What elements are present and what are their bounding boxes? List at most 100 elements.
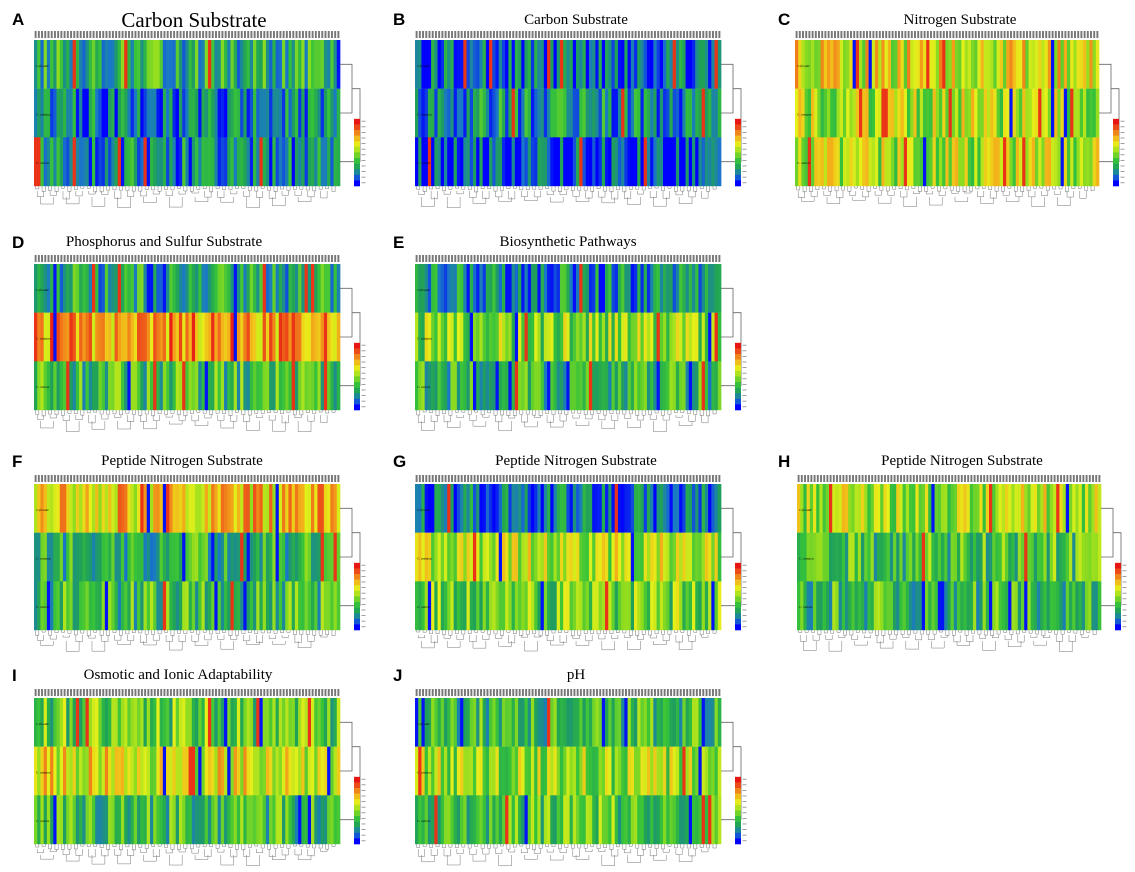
heatmap-cell [714,484,719,533]
column-label [492,475,495,482]
heatmap-cell [278,137,283,187]
heatmap-cell [246,137,251,187]
heatmap-cell [88,312,93,362]
heatmap-cell [875,88,879,138]
column-label [41,475,44,482]
column-label [44,689,47,696]
heatmap-cell [437,532,442,582]
heatmap-cell [663,484,667,533]
heatmap-cell [579,795,583,845]
heatmap-cell [614,40,619,89]
heatmap-cell [816,532,820,582]
heatmap-cell [120,484,125,533]
heatmap-cell [867,581,871,631]
heatmap-cell [195,361,199,411]
heatmap-cell [217,746,222,796]
heatmap-cell [534,40,538,89]
heatmap-cell [463,698,467,747]
heatmap-cell [537,88,541,138]
column-label [900,475,902,482]
heatmap-cell [265,264,270,313]
column-label [173,255,176,262]
heatmap-cell [948,40,953,89]
heatmap-cell [307,532,312,582]
heatmap-cell [1038,40,1042,89]
heatmap-cell [926,88,930,138]
heatmap-cell [711,361,715,411]
heatmap-cell [259,88,264,138]
column-label [599,475,602,482]
column-label [457,31,460,38]
heatmap-cell [149,88,154,138]
heatmap-cell [643,137,648,187]
heatmap-cell [527,698,532,747]
panel-letter: I [12,666,17,685]
column-label [153,255,156,262]
column-label [866,31,868,38]
heatmap-cells [34,698,341,845]
heatmap-cell [82,264,86,313]
heatmap-cell [492,581,496,631]
heatmap-cell [630,484,635,533]
heatmap-cell [1092,137,1097,187]
heatmap-cell [62,361,67,411]
heatmap-cell [979,581,983,631]
heatmap-cell [117,40,122,89]
heatmap-cell [688,264,693,313]
heatmap-cell [669,137,674,187]
heatmap-cell [114,698,119,747]
column-label [1082,475,1085,482]
heatmap-cell [111,312,115,362]
heatmap-cell [916,40,921,89]
heatmap-cell [485,264,490,313]
heatmap-cell [913,137,917,187]
column-label [337,689,340,696]
column-label [557,255,560,262]
heatmap-cell [421,746,426,796]
heatmap-cell [666,746,670,796]
heatmap-cell [598,698,603,747]
heatmap-cell [111,698,115,747]
column-label [996,475,998,482]
heatmap-cell [37,795,41,845]
heatmap-cell [889,532,894,582]
heatmap-cell [307,88,312,138]
heatmap-cell [992,484,996,533]
heatmap-cell [56,264,61,313]
column-label [463,255,466,262]
heatmap-cell [953,532,958,582]
heatmap-cell [540,40,545,89]
heatmap-cell [124,581,128,631]
heatmap-cell [537,264,541,313]
heatmap-cell [140,698,144,747]
heatmap-cell [85,484,90,533]
heatmap-cell [82,532,86,582]
heatmap-cell [291,795,296,845]
heatmap-cell [505,698,509,747]
heatmap-cell [59,361,64,411]
column-label [434,255,437,262]
heatmap-cell [682,137,686,187]
heatmap-cell [85,795,90,845]
column-label [428,475,431,482]
heatmap-cell [421,581,426,631]
heatmap-cell [659,40,664,89]
heatmap-cell [650,88,654,138]
heatmap-cell [913,40,917,89]
column-label [415,689,418,696]
column-label [576,255,579,262]
heatmap-cell [236,698,241,747]
heatmap-cell [884,88,889,138]
heatmap-cell [323,698,328,747]
column-label [202,475,205,482]
heatmap-cell [460,581,464,631]
heatmap-cell [857,484,862,533]
heatmap-cell [117,264,122,313]
heatmap-cell [453,361,458,411]
heatmap-cell [79,312,83,362]
column-label [682,475,685,482]
heatmap-cell [937,484,942,533]
heatmap-cell [1044,40,1049,89]
heatmap-cell [865,40,869,89]
column-label [663,31,666,38]
